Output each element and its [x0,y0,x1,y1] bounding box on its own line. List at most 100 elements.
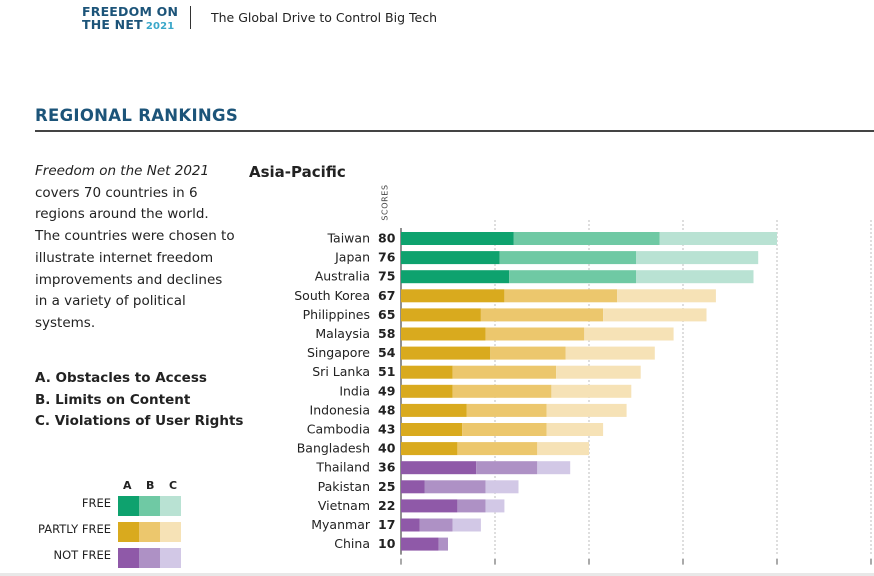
chart-title: Asia-Pacific [249,163,346,181]
country-label-bangladesh: Bangladesh [297,441,370,456]
bar-sri-lanka-a [401,365,453,379]
legend-col-b: B [146,479,155,492]
score-label-cambodia: 43 [378,422,395,437]
bar-japan-a [401,251,500,265]
bar-philippines-a [401,308,481,322]
logo-line2: THE NET [82,17,143,32]
section-divider [35,130,874,132]
score-label-malaysia: 58 [378,326,395,341]
country-label-thailand: Thailand [315,460,370,475]
score-label-china: 10 [378,536,396,551]
swatch-partly-c [160,522,181,542]
bar-pakistan-a [401,480,425,494]
country-label-pakistan: Pakistan [318,479,370,494]
bar-vietnam-c [485,499,505,513]
score-label-singapore: 54 [378,345,396,360]
country-label-malaysia: Malaysia [315,326,370,341]
country-label-australia: Australia [315,269,370,284]
legend-col-c: C [169,479,178,492]
swatch-free-a [118,496,139,516]
bar-japan-b [499,251,636,265]
country-label-indonesia: Indonesia [310,402,370,417]
score-label-indonesia: 48 [378,402,395,417]
page-bottom-edge [0,573,874,576]
intro-report-title: Freedom on the Net 2021 [35,163,210,179]
bar-cambodia-b [462,423,547,436]
bar-australia-a [401,270,510,284]
score-label-myanmar: 17 [378,517,395,532]
bar-china-b [438,537,448,551]
bar-cambodia-c [546,423,604,436]
intro-paragraph: Freedom on the Net 2021 covers 70 countr… [35,161,235,335]
report-logo[interactable]: FREEDOM ON THE NET 2021 [82,5,178,33]
bar-china-a [401,537,439,551]
legend-partly-free-label: PARTLY FREE [38,522,111,536]
country-label-japan: Japan [334,250,370,265]
logo-year: 2021 [145,21,175,32]
score-label-japan: 76 [378,250,396,265]
country-label-philippines: Philippines [303,307,370,322]
bar-bangladesh-a [401,442,458,456]
bar-thailand-a [401,461,477,475]
bar-taiwan-b [513,232,660,245]
bar-bangladesh-c [537,442,589,456]
score-label-philippines: 65 [378,307,395,322]
bar-singapore-b [490,346,566,360]
country-label-myanmar: Myanmar [311,517,371,532]
score-label-pakistan: 25 [378,479,395,494]
swatch-not-c [160,548,181,568]
bar-malaysia-a [401,327,486,341]
score-label-thailand: 36 [378,460,396,475]
bar-taiwan-a [401,232,514,245]
country-label-south-korea: South Korea [294,288,370,303]
legend-item-c: C. Violations of User Rights [35,413,244,429]
bar-pakistan-c [485,480,519,494]
country-label-china: China [334,536,370,551]
bar-thailand-c [537,461,571,475]
legend-item-b: B. Limits on Content [35,391,191,408]
legend-item-a: A. Obstacles to Access [35,370,207,386]
bar-india-b [452,384,552,398]
bar-taiwan-c [659,232,777,245]
bar-cambodia-a [401,423,463,436]
bar-philippines-c [603,308,707,322]
score-label-south-korea: 67 [378,288,395,303]
score-label-sri-lanka: 51 [378,364,395,379]
section-title: REGIONAL RANKINGS [35,106,239,125]
bar-myanmar-b [419,518,453,532]
logo-line1: FREEDOM ON [82,4,179,19]
bar-indonesia-b [466,403,547,417]
bar-myanmar-c [452,518,481,532]
bar-sri-lanka-b [452,365,557,379]
swatch-free-b [139,496,160,516]
country-label-cambodia: Cambodia [307,422,370,437]
country-label-vietnam: Vietnam [318,498,370,513]
country-label-singapore: Singapore [307,345,370,360]
country-label-india: India [339,383,370,398]
report-subtitle: The Global Drive to Control Big Tech [211,10,438,25]
country-label-taiwan: Taiwan [326,231,370,246]
bar-singapore-c [565,346,655,360]
legend-free-label: FREE [81,496,111,510]
bar-india-a [401,384,453,398]
legend-not-free-label: NOT FREE [53,548,111,562]
bar-vietnam-a [401,499,458,513]
bar-pakistan-b [424,480,486,494]
legend-col-a: A [123,479,132,492]
category-legend: A. Obstacles to Access B. Limits on Cont… [35,368,243,433]
swatch-not-a [118,548,139,568]
swatch-partly-b [139,522,160,542]
bar-malaysia-c [584,327,674,341]
intro-text: covers 70 countries in 6 regions around … [35,184,235,331]
bar-vietnam-b [457,499,486,513]
bar-indonesia-a [401,403,467,417]
bar-sri-lanka-c [556,365,641,379]
bar-thailand-b [476,461,538,475]
score-label-bangladesh: 40 [378,441,396,456]
score-label-australia: 75 [378,269,395,284]
score-label-taiwan: 80 [378,231,396,246]
bar-south-korea-a [401,289,505,303]
bar-australia-c [636,270,754,284]
header-divider [190,6,191,29]
swatch-partly-a [118,522,139,542]
